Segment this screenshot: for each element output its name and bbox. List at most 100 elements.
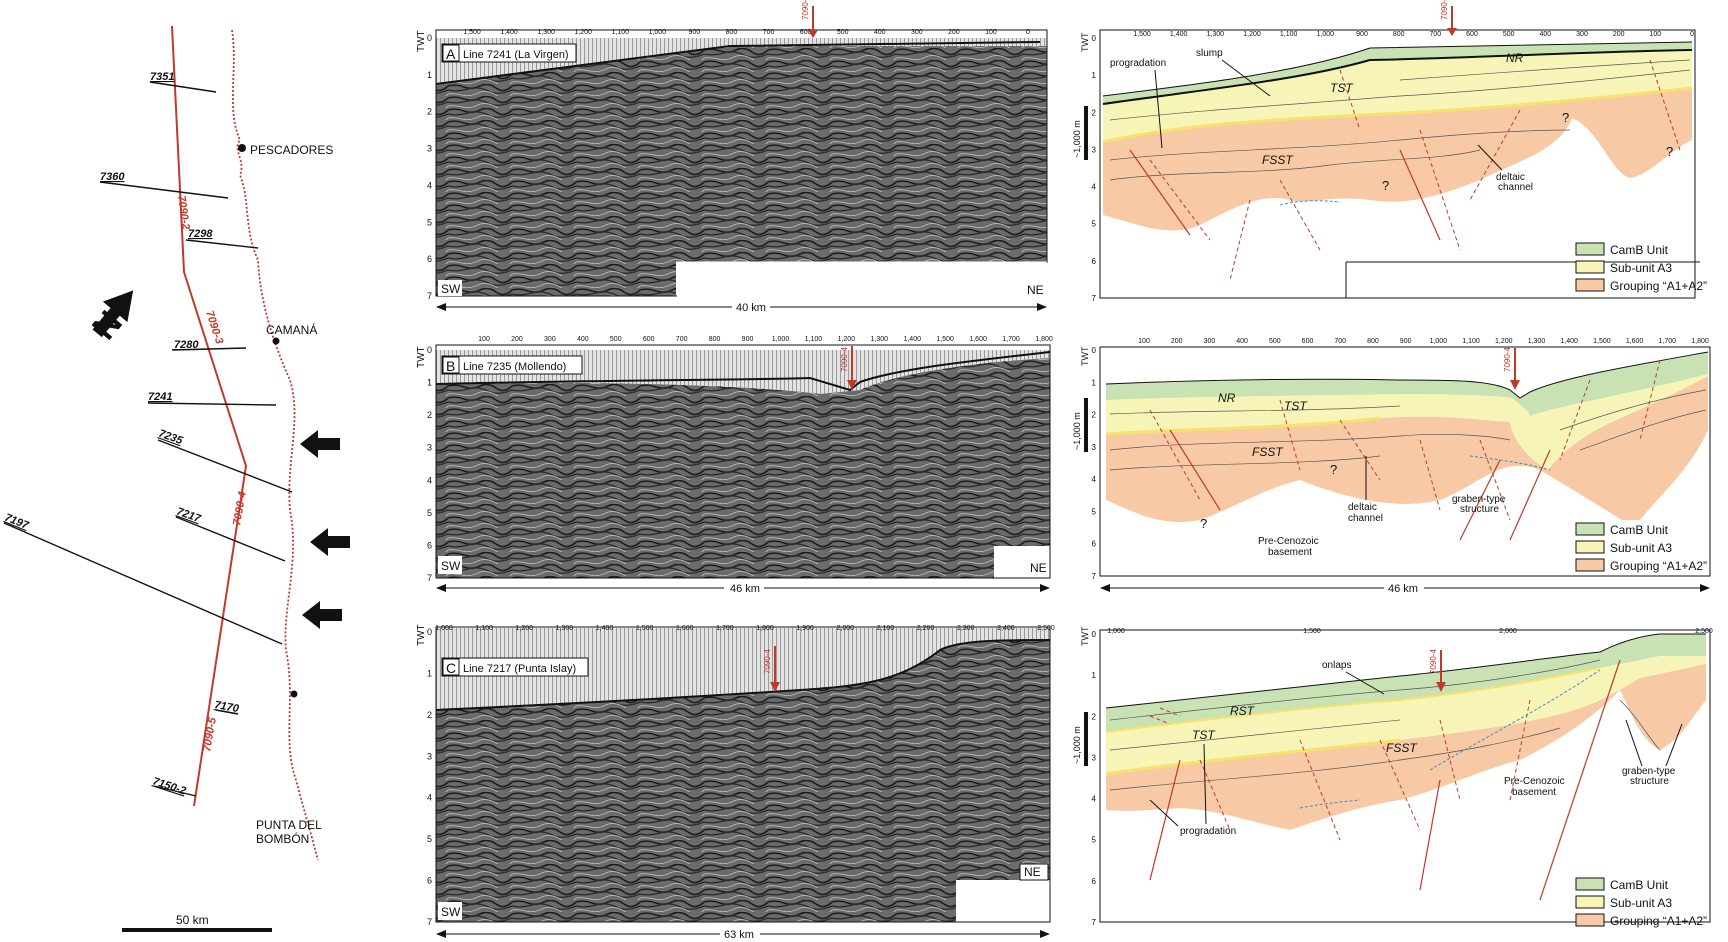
twt-tick-label: 0 [427, 33, 432, 43]
water-column [436, 350, 1050, 394]
panel-title: Line 7235 (Mollendo) [463, 361, 566, 373]
map-scale-label: 50 km [176, 913, 209, 927]
punta-bombon-dot [290, 690, 298, 698]
twt-tick-label: 7 [427, 917, 432, 927]
distance-tick-label: 1,600 [676, 625, 694, 632]
panel-title: Line 7217 (Punta Islay) [463, 663, 576, 675]
distance-tick-label: 500 [1269, 338, 1281, 345]
map-line-7170 [215, 709, 239, 715]
label-deltaic: deltaic [1496, 172, 1525, 183]
legend-camb: CamB Unit [1610, 243, 1669, 257]
unit-a3 [1106, 374, 1708, 470]
distance-tick-label: 1,500 [1133, 31, 1151, 38]
distance-tick-label: 1,500 [1593, 338, 1611, 345]
distance-tick-label: 1,200 [516, 625, 534, 632]
label-question: ? [1666, 144, 1673, 159]
seismic-data [436, 640, 1050, 922]
distance-tick-label: 2,000 [837, 625, 855, 632]
distance-tick-label: 300 [1576, 31, 1588, 38]
seafloor-reflector [435, 41, 1041, 85]
twt-tick-label: 2 [427, 107, 432, 117]
interp-panel-c: TWT 0 1 2 3 4 5 6 7 1,000 1,500 2,000 2,500 7090-4… [1072, 626, 1713, 928]
label-nr: NR [1506, 51, 1524, 65]
map-label-7298: 7298 [188, 228, 213, 240]
ref-line-7090 [171, 25, 248, 807]
twt-tick-label: 7 [1092, 294, 1097, 303]
camana-dot [272, 337, 280, 345]
twt-tick-label: 0 [427, 345, 432, 355]
distance-tick-label: 300 [544, 336, 556, 343]
seismic-panel-a: A Line 7241 (La Virgen) TWT 0 1 2 3 4 5 6 7 1,5… [416, 0, 1049, 314]
unit-a1a2 [1106, 376, 1708, 522]
twt-tick-label: 4 [427, 180, 432, 190]
marker-arrowhead-icon [1510, 380, 1520, 390]
interp-panel-a: TWT 0 1 2 3 4 5 6 7 1,500 1,400 1,300 1,200 1,100 1,… [1072, 0, 1707, 303]
distance-tick-label: 900 [1400, 338, 1412, 345]
twt-tick-label: 7 [427, 573, 432, 583]
distance-tick-label: 200 [1171, 338, 1183, 345]
scale-label: ~1,000 m [1072, 726, 1082, 764]
distance-tick-label: 2,500 [1695, 628, 1713, 635]
marker-label: 7090-4 [763, 649, 772, 674]
label-tst: TST [1192, 728, 1216, 742]
panel-title: Line 7241 (La Virgen) [463, 49, 569, 61]
seafloor-reflector [435, 351, 1051, 392]
legend-a3: Sub-unit A3 [1610, 541, 1672, 555]
legend-camb: CamB Unit [1610, 523, 1669, 537]
label-graben: graben-type [1452, 494, 1506, 505]
map-label-7241: 7241 [148, 391, 172, 403]
seismic-panel-c: C Line 7217 (Punta Islay) TWT 0 1 2 3 4 5 6 7 1… [416, 624, 1055, 941]
twt-tick-label: 2 [427, 410, 432, 420]
distance-tick-label: 1,500 [463, 29, 481, 36]
twt-tick-label: 5 [1092, 220, 1097, 229]
label-rst: RST [1230, 704, 1256, 718]
twt-label: TWT [1080, 346, 1090, 366]
twt-tick-label: 4 [427, 793, 432, 803]
dir-right: NE [1024, 865, 1041, 879]
distance-tick-label: 1,300 [537, 29, 555, 36]
twt-tick-label: 2 [1092, 108, 1097, 117]
distance-tick-label: 2,100 [877, 625, 895, 632]
label-onlaps: onlaps [1322, 660, 1351, 671]
twt-tick-label: 3 [427, 751, 432, 761]
label-structure: structure [1460, 504, 1499, 515]
distance-tick-label: 1,200 [1243, 31, 1261, 38]
label-fsst: FSST [1262, 153, 1294, 167]
frame [1099, 29, 1696, 299]
pointer-arrow-icon [302, 601, 342, 629]
distance-tick-label: 2,400 [997, 625, 1015, 632]
legend-camb: CamB Unit [1610, 878, 1669, 892]
unit-a3 [1106, 656, 1706, 774]
unit-a1a2 [1106, 664, 1706, 830]
distance-tick-label: 800 [726, 29, 738, 36]
unit-camb [1106, 352, 1708, 416]
marker-label: 7090-4 [1503, 347, 1512, 372]
twt-tick-label: 2 [1092, 411, 1097, 420]
distance-tick-label: 1,800 [1691, 338, 1709, 345]
twt-tick-label: 7 [1092, 918, 1097, 927]
twt-tick-label: 1 [1092, 71, 1097, 80]
twt-tick-label: 6 [1092, 540, 1097, 549]
twt-tick-label: 4 [1092, 183, 1097, 192]
label-tst: TST [1330, 81, 1354, 95]
distance-tick-label: 1,100 [612, 29, 630, 36]
label-fsst: FSST [1252, 445, 1284, 459]
unit-camb [1106, 634, 1706, 732]
distance-tick-label: 1,500 [1303, 628, 1321, 635]
map-line-7197 [3, 522, 283, 645]
map-line-7235 [157, 439, 293, 493]
distance-tick-label: 400 [874, 29, 886, 36]
title-box: C Line 7217 (Punta Islay) [441, 657, 589, 677]
ref-label-7090-4: 7090-4 [231, 491, 249, 527]
label-slump: slump [1196, 48, 1223, 59]
distance-tick-label: 600 [1466, 31, 1478, 38]
place-camana: CAMANÁ [266, 322, 317, 337]
legend: CamB Unit Sub-unit A3 Grouping “A1+A2” [1575, 242, 1707, 293]
twt-tick-label: 5 [427, 834, 432, 844]
twt-tick-label: 0 [1092, 630, 1097, 639]
twt-tick-label: 6 [427, 254, 432, 264]
distance-tick-label: 800 [1393, 31, 1405, 38]
marker-arrowhead-icon [1436, 682, 1446, 692]
frame [435, 344, 1051, 579]
distance-tick-label: 400 [1539, 31, 1551, 38]
